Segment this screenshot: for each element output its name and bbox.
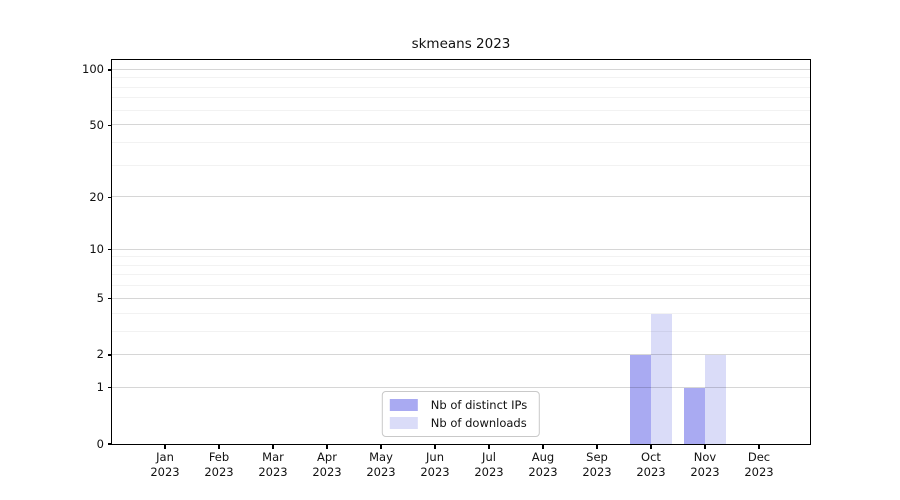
x-tick-mark [218,444,220,449]
legend-item: Nb of downloads [389,416,527,430]
gridline-major [112,124,810,126]
x-tick-mark [542,444,544,449]
x-tick-mark [488,444,490,449]
x-tick-label: Feb 2023 [204,450,234,479]
bar-nb-of-distinct-ips-oct-2023 [630,354,651,444]
bar-nb-of-distinct-ips-nov-2023 [684,387,705,444]
gridline-minor [112,285,810,287]
y-tick-label: 100 [82,62,104,77]
gridline-minor [112,141,810,143]
x-tick-mark [326,444,328,449]
x-tick-label: Nov 2023 [690,450,720,479]
x-tick-mark [596,444,598,449]
gridline-minor [112,330,810,332]
gridline-minor [112,109,810,111]
x-tick-mark [758,444,760,449]
y-tick-label: 5 [96,291,104,306]
legend-item: Nb of distinct IPs [389,398,528,412]
gridline-minor [112,86,810,88]
gridline-minor [112,312,810,314]
gridline-minor [112,256,810,258]
x-tick-label: Mar 2023 [258,450,288,479]
x-tick-label: Apr 2023 [312,450,342,479]
x-tick-mark [650,444,652,449]
x-tick-mark [380,444,382,449]
y-tick-label: 20 [89,189,104,204]
x-tick-mark [164,444,166,449]
legend-swatch [389,399,418,411]
gridline-major [112,248,810,250]
gridline-major [112,386,810,388]
y-tick-mark [107,69,112,71]
y-tick-label: 50 [89,117,104,132]
bar-nb-of-downloads-oct-2023 [651,313,672,444]
x-tick-label: Aug 2023 [528,450,558,479]
x-tick-mark [704,444,706,449]
gridline-major [112,353,810,355]
gridline-major [112,196,810,198]
gridline-minor [112,97,810,99]
x-tick-label: May 2023 [366,450,396,479]
gridline-minor [112,274,810,276]
legend: Nb of distinct IPs Nb of downloads [381,391,541,437]
gridline-major [112,68,810,70]
x-tick-mark [434,444,436,449]
y-tick-mark [107,298,112,300]
y-tick-mark [107,248,112,251]
y-tick-mark [107,387,112,389]
bar-nb-of-downloads-nov-2023 [705,354,726,444]
chart-title: skmeans 2023 [411,36,511,52]
x-tick-label: Jun 2023 [420,450,450,479]
y-tick-label: 10 [89,242,104,257]
gridline-minor [112,77,810,79]
y-tick-label: 2 [96,347,104,362]
y-tick-mark [107,443,112,445]
x-tick-label: Sep 2023 [582,450,612,479]
plot-area: Nb of distinct IPs Nb of downloads [111,59,811,445]
legend-label: Nb of distinct IPs [430,398,528,412]
x-tick-label: Jul 2023 [474,450,504,479]
y-tick-mark [107,196,112,198]
gridline-major [112,297,810,299]
y-tick-mark [107,124,112,126]
y-tick-mark [107,354,112,356]
y-tick-label: 0 [96,436,104,451]
legend-label: Nb of downloads [430,416,527,430]
x-tick-label: Jan 2023 [150,450,180,479]
y-tick-label: 1 [96,380,104,395]
gridline-minor [112,264,810,266]
legend-swatch [389,417,418,429]
x-tick-label: Oct 2023 [636,450,666,479]
gridline-minor [112,164,810,166]
x-tick-label: Dec 2023 [744,450,774,479]
x-tick-mark [272,444,274,449]
